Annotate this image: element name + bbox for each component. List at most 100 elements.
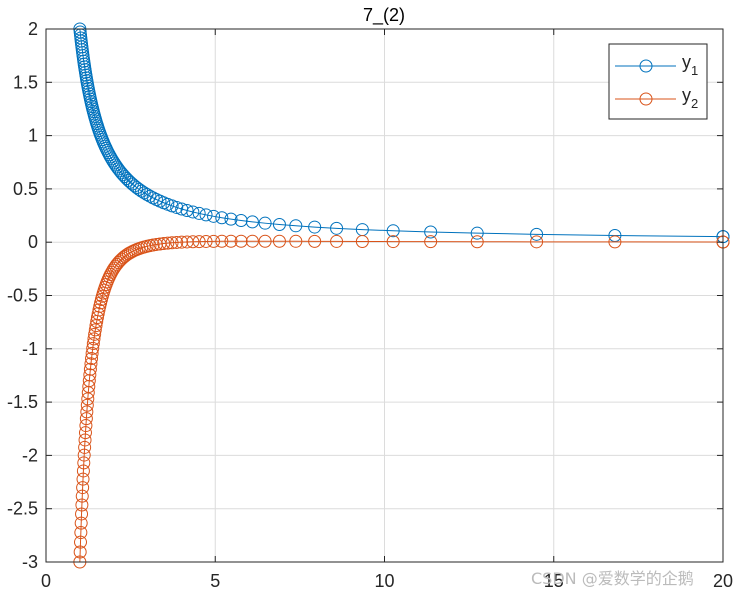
data-marker <box>199 234 213 248</box>
data-marker <box>78 440 92 454</box>
data-marker <box>130 181 144 195</box>
y-tick-label: 1 <box>28 126 38 146</box>
data-marker <box>85 352 99 366</box>
y-tick-label: -2.5 <box>7 499 38 519</box>
data-marker <box>186 235 200 249</box>
data-marker <box>77 456 91 470</box>
data-marker <box>215 211 229 225</box>
data-marker <box>74 526 88 540</box>
data-marker <box>245 234 259 248</box>
data-marker <box>386 224 400 238</box>
data-marker <box>127 179 141 193</box>
data-marker <box>207 234 221 248</box>
data-marker <box>258 234 272 248</box>
x-tick-label: 10 <box>374 571 394 591</box>
data-marker <box>234 213 248 227</box>
data-marker <box>157 237 171 251</box>
axis-ticks: 0 5 10 15 20 2 1.5 1 0.5 0 -0.5 -1 -1.5 -2 -2.5 -3 <box>7 19 733 591</box>
data-marker <box>289 234 303 248</box>
x-tick-label: 20 <box>713 571 733 591</box>
data-marker <box>186 205 200 219</box>
data-marker <box>386 235 400 249</box>
data-marker <box>424 225 438 239</box>
data-marker <box>355 235 369 249</box>
data-marker <box>470 235 484 249</box>
legend-label-y1: y1 <box>682 52 698 78</box>
data-marker <box>77 448 91 462</box>
data-marker <box>192 235 206 249</box>
data-marker <box>330 234 344 248</box>
data-marker <box>79 419 93 433</box>
data-marker <box>170 200 184 214</box>
legend-label-y2: y2 <box>682 85 698 111</box>
data-marker <box>530 227 544 241</box>
data-marker <box>78 433 92 447</box>
y-tick-label: 1.5 <box>13 72 38 92</box>
x-tick-label: 15 <box>544 571 564 591</box>
data-marker <box>121 247 135 261</box>
data-marker <box>161 236 175 250</box>
data-marker <box>79 412 93 426</box>
data-marker <box>80 398 94 412</box>
legend: y1 y2 <box>608 43 708 120</box>
data-marker <box>84 357 98 371</box>
data-marker <box>149 237 163 251</box>
data-marker <box>103 150 117 164</box>
chart-title: 7_(2) <box>363 5 405 26</box>
data-marker <box>530 235 544 249</box>
y-tick-label: -1 <box>22 339 38 359</box>
data-marker <box>215 234 229 248</box>
data-marker <box>308 220 322 234</box>
series-line-y2 <box>79 240 724 563</box>
data-marker <box>424 235 438 249</box>
data-marker <box>88 323 102 337</box>
data-marker <box>74 535 88 549</box>
data-marker <box>146 191 160 205</box>
data-marker <box>175 235 189 249</box>
data-marker <box>192 206 206 220</box>
data-marker <box>125 177 139 191</box>
data-marker <box>74 516 88 530</box>
data-marker <box>83 368 97 382</box>
x-tick-label: 5 <box>210 571 220 591</box>
data-marker <box>75 489 89 503</box>
y-tick-label: 2 <box>28 19 38 39</box>
data-marker <box>76 472 90 486</box>
x-tick-label: 0 <box>41 571 51 591</box>
watermark: CSDN @爱数学的企鹅 <box>531 569 694 588</box>
data-marker <box>76 464 90 478</box>
data-marker <box>289 219 303 233</box>
data-marker <box>258 216 272 230</box>
data-marker <box>180 203 194 217</box>
data-marker <box>199 208 213 222</box>
data-marker <box>272 234 286 248</box>
y-tick-label: 0 <box>28 232 38 252</box>
data-marker <box>76 481 90 495</box>
data-marker <box>308 234 322 248</box>
data-marker <box>88 327 102 341</box>
data-marker <box>165 236 179 250</box>
data-marker <box>224 212 238 226</box>
data-marker <box>78 426 92 440</box>
data-marker <box>75 507 89 521</box>
y-tick-label: 0.5 <box>13 179 38 199</box>
y-tick-label: -1.5 <box>7 392 38 412</box>
data-marker <box>86 341 100 355</box>
data-marker <box>245 215 259 229</box>
data-marker <box>224 234 238 248</box>
data-marker <box>80 405 94 419</box>
data-series <box>73 22 730 569</box>
data-marker <box>608 235 622 249</box>
data-marker <box>82 374 96 388</box>
data-marker <box>75 498 89 512</box>
data-marker <box>86 337 100 351</box>
data-marker <box>272 218 286 232</box>
data-marker <box>207 209 221 223</box>
data-marker <box>470 226 484 240</box>
data-marker <box>87 332 101 346</box>
data-marker <box>170 235 184 249</box>
data-marker <box>85 346 99 360</box>
y-tick-label: -2 <box>22 445 38 465</box>
y-tick-label: -0.5 <box>7 286 38 306</box>
